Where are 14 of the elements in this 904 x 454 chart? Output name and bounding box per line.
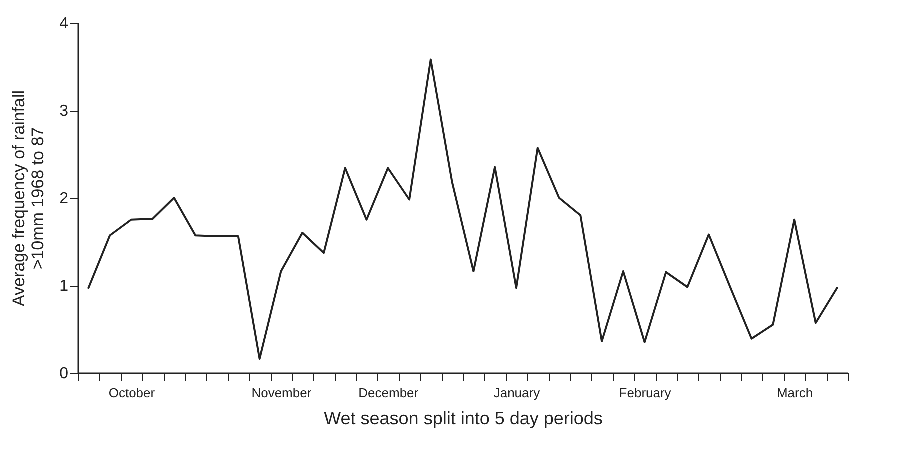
- y-axis-title: Average frequency of rainfall >10mm 1968 to 87: [10, 90, 48, 307]
- x-tick-label: March: [776, 386, 814, 400]
- y-tick-label: 4: [60, 16, 69, 32]
- line-series: [88, 58, 838, 360]
- x-tick-label: February: [619, 386, 672, 400]
- y-tick-label: 0: [60, 366, 69, 382]
- y-tick-label: 1: [60, 278, 69, 295]
- x-tick-label: January: [494, 386, 541, 400]
- y-tick-label: 2: [60, 190, 69, 208]
- x-tick-label: November: [252, 386, 312, 400]
- x-tick-label: December: [358, 386, 420, 400]
- x-tick-label: October: [108, 386, 156, 400]
- x-axis-title: Wet season split into 5 day periods: [324, 408, 603, 428]
- y-tick-label: 3: [60, 103, 69, 120]
